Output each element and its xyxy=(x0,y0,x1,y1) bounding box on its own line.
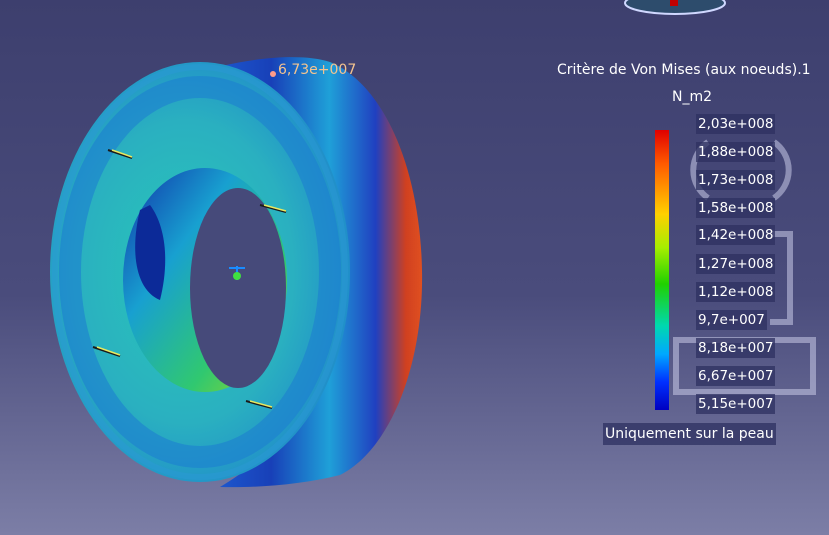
legend-value: 1,58e+008 xyxy=(696,198,776,218)
tire-tread[interactable] xyxy=(190,57,423,488)
load-arrow-icon xyxy=(92,149,287,409)
legend-unit: N_m2 xyxy=(672,89,713,105)
max-value-marker xyxy=(270,71,276,77)
legend-value: 9,7e+007 xyxy=(696,310,767,330)
skin-only-note: Uniquement sur la peau xyxy=(603,423,776,445)
legend-value: 1,42e+008 xyxy=(696,225,776,245)
color-scale-bar xyxy=(655,130,669,410)
legend-title[interactable]: Critère de Von Mises (aux noeuds).1 xyxy=(557,62,811,78)
tire-model[interactable] xyxy=(50,57,423,488)
legend-value: 1,27e+008 xyxy=(696,254,776,274)
compass-icon[interactable] xyxy=(624,0,726,15)
max-value-label: 6,73e+007 xyxy=(278,62,357,78)
legend-value: 6,67e+007 xyxy=(696,366,776,386)
legend-value: 5,15e+007 xyxy=(696,394,776,414)
legend-value: 1,73e+008 xyxy=(696,170,776,190)
legend-value: 8,18e+007 xyxy=(696,338,776,358)
axis-triad-icon xyxy=(229,266,245,280)
legend-value: 1,12e+008 xyxy=(696,282,776,302)
legend-value: 2,03e+008 xyxy=(696,114,776,134)
legend-value: 1,88e+008 xyxy=(696,142,776,162)
